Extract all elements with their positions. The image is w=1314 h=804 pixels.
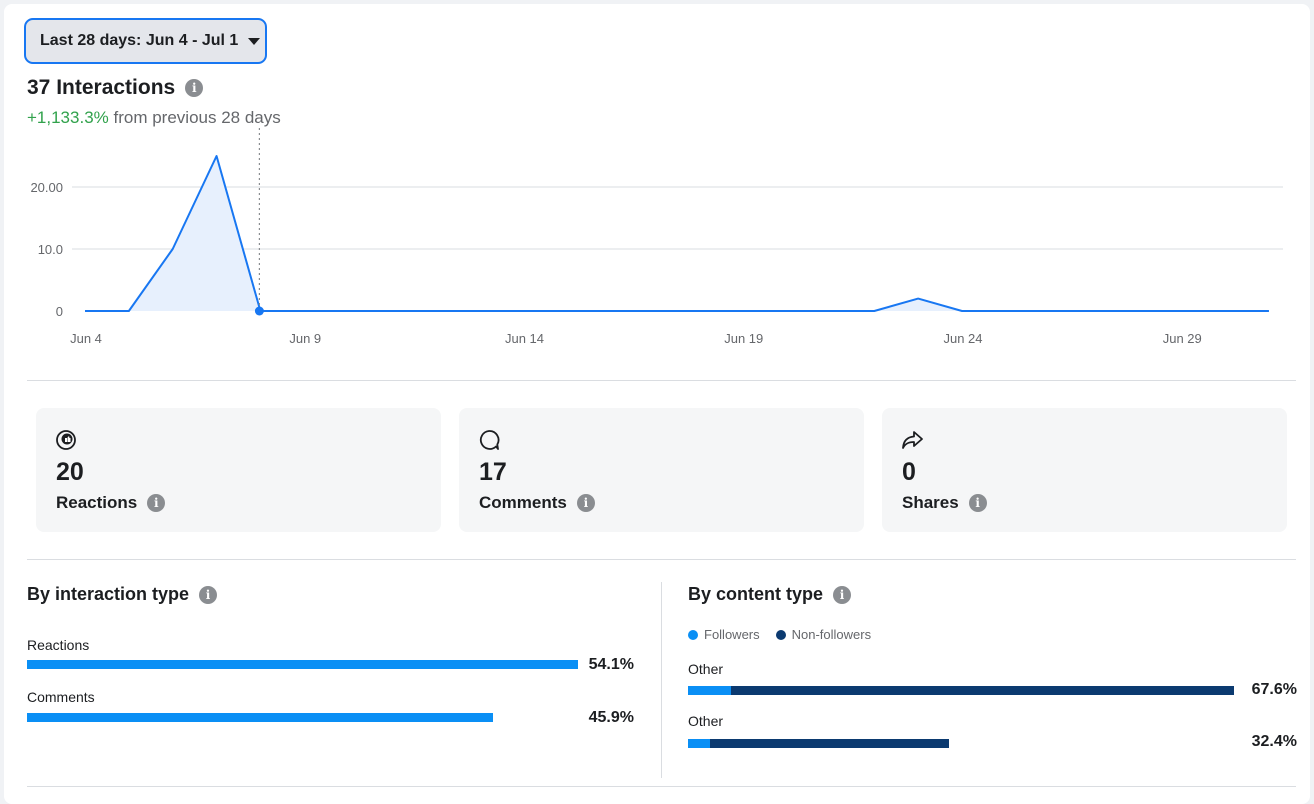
interactions-title: 37 Interactions	[27, 76, 176, 99]
bar-pct-reactions: 54.1%	[588, 656, 634, 673]
legend-label: Non-followers	[791, 627, 872, 642]
y-tick-label: 0	[56, 304, 63, 319]
legend-dot	[775, 629, 786, 640]
hover-marker-point	[254, 306, 264, 316]
legend-dot	[688, 629, 698, 640]
shares-label: Shares	[902, 493, 959, 512]
x-tick-label: Jun 24	[943, 331, 982, 346]
interactions-chart: 0 10.0 20.00 Jun 4 Jun 9 Jun 14 Jun 19 Jun 24 Ju…	[30, 128, 1283, 346]
bar-label-reactions: Reactions	[27, 637, 90, 653]
bar-pct-comments: 45.9%	[588, 709, 634, 726]
comments-label-row: Comments i	[479, 493, 595, 513]
stat-card-reactions: 20 Reactions i	[36, 408, 441, 532]
date-range-dropdown[interactable]: Last 28 days: Jun 4 - Jul 1	[24, 18, 267, 64]
shares-value: 0	[902, 458, 916, 486]
bar-other-1	[688, 686, 1234, 695]
comments-value: 17	[479, 458, 507, 486]
legend-label: Followers	[704, 627, 760, 642]
bar-pct-other-2: 32.4%	[1251, 733, 1297, 750]
divider	[27, 380, 1296, 381]
info-icon[interactable]: i	[199, 585, 218, 604]
reactions-label: Reactions	[56, 493, 138, 512]
info-icon[interactable]: i	[185, 79, 204, 97]
bar-other-1-followers	[688, 686, 731, 695]
bar-pct-other-1: 67.6%	[1251, 681, 1297, 698]
bar-other-2-followers	[688, 739, 710, 748]
bar-comments	[27, 713, 493, 722]
bar-label-comments: Comments	[27, 689, 95, 705]
change-suffix: from previous 28 days	[113, 108, 281, 127]
reactions-value: 20	[56, 458, 84, 486]
bar-other-2	[688, 739, 949, 748]
date-range-label: Last 28 days: Jun 4 - Jul 1	[40, 32, 239, 49]
info-icon[interactable]: i	[147, 494, 166, 512]
series-line	[85, 155, 1269, 312]
x-tick-label: Jun 19	[724, 331, 763, 346]
shares-label-row: Shares i	[902, 493, 987, 513]
x-tick-label: Jun 29	[1163, 331, 1202, 346]
y-tick-label: 10.0	[38, 242, 63, 257]
info-icon[interactable]: i	[576, 494, 595, 512]
legend-non-followers: Non-followers	[775, 627, 872, 642]
section-title-text: By content type	[688, 584, 824, 604]
x-tick-label: Jun 4	[70, 331, 102, 346]
change-text: +1,133.3% from previous 28 days	[27, 108, 281, 128]
x-tick-label: Jun 9	[289, 331, 321, 346]
info-icon[interactable]: i	[968, 494, 987, 512]
legend-followers: Followers	[688, 627, 760, 642]
reactions-label-row: Reactions i	[56, 493, 166, 513]
share-icon	[902, 431, 923, 449]
series-area	[85, 156, 1269, 311]
reactions-icon	[56, 430, 76, 450]
stat-card-shares: 0 Shares i	[882, 408, 1287, 532]
bar-label-other-2: Other	[688, 713, 724, 729]
insights-card	[4, 4, 1310, 804]
comment-icon	[479, 430, 500, 450]
info-icon[interactable]: i	[833, 585, 852, 604]
divider	[27, 559, 1296, 560]
interactions-headline: 37 Interactions i	[27, 76, 204, 100]
x-tick-label: Jun 14	[505, 331, 544, 346]
stat-card-comments: 17 Comments i	[459, 408, 864, 532]
caret-down-icon	[248, 37, 261, 45]
change-value: +1,133.3%	[27, 108, 109, 127]
by-interaction-type-title: By interaction type i	[27, 584, 218, 605]
content-legend: Followers Non-followers	[688, 627, 871, 642]
vertical-divider	[661, 582, 662, 778]
by-content-type-title: By content type i	[688, 584, 852, 605]
bar-label-other-1: Other	[688, 661, 724, 677]
y-tick-label: 20.00	[30, 180, 63, 195]
section-title-text: By interaction type	[27, 584, 190, 604]
bar-reactions	[27, 660, 578, 669]
divider	[27, 786, 1296, 787]
comments-label: Comments	[479, 493, 567, 512]
